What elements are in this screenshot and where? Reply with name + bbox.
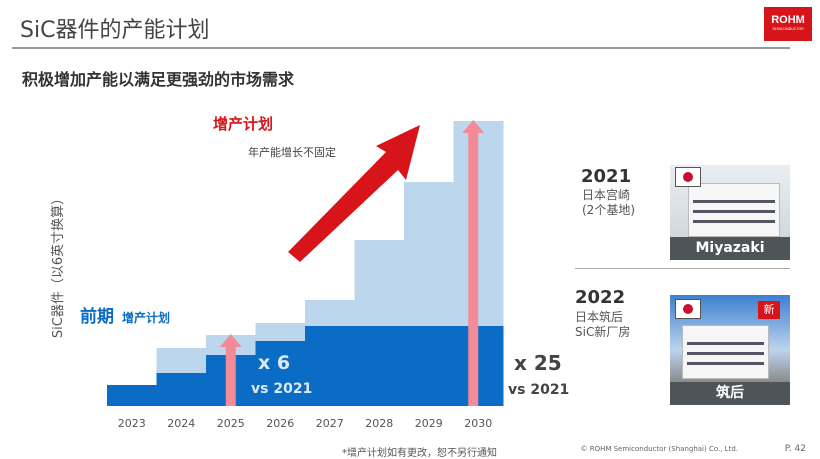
plan-label: 增产计划 <box>213 115 273 133</box>
copyright: © ROHM Semiconductor (Shanghai) Co., Ltd… <box>580 445 738 453</box>
y-axis-label: SiC器件（以6英寸换算） <box>51 192 66 338</box>
x-tick-label: 2024 <box>167 417 195 430</box>
site-location: 日本筑后 SiC新厂房 <box>575 310 631 339</box>
japan-flag-icon <box>675 299 701 319</box>
site-location: 日本宫崎 (2个基地) <box>582 188 635 217</box>
x-tick-label: 2026 <box>266 417 294 430</box>
x-tick-label: 2028 <box>365 417 393 430</box>
x6-label: x 6 <box>258 352 290 374</box>
early-label-big: 前期 <box>80 306 114 327</box>
bar-early-2029 <box>404 326 454 406</box>
subtitle: 积极增加产能以满足更强劲的市场需求 <box>22 70 295 89</box>
x25-label: x 25 <box>514 351 562 375</box>
x25-vs-label: vs 2021 <box>508 382 569 398</box>
divider <box>12 47 790 49</box>
x-tick-label: 2023 <box>118 417 146 430</box>
bar-early-2028 <box>354 326 405 406</box>
pink-arrow-2030 <box>468 132 479 406</box>
divider <box>575 268 790 269</box>
bar-early-2030 <box>453 326 504 406</box>
bar-early-2027 <box>305 326 355 406</box>
site-year: 2021 <box>581 166 632 187</box>
site-year: 2022 <box>575 287 626 308</box>
early-label-small: 增产计划 <box>122 310 170 325</box>
japan-flag-icon <box>675 167 701 187</box>
pink-arrow-2025 <box>225 346 236 406</box>
plan-note: 年产能增长不固定 <box>248 145 336 159</box>
x6-vs-label: vs 2021 <box>251 381 312 397</box>
growth-arrow-icon <box>288 125 420 262</box>
chikugo-photo: 新 筑后 <box>670 295 790 405</box>
page-title: SiC器件的产能计划 <box>20 18 210 43</box>
rohm-logo: ROHM SEMICONDUCTOR <box>764 7 812 41</box>
pink-arrow-2025-head <box>219 334 242 347</box>
x-tick-label: 2025 <box>217 417 245 430</box>
pink-arrow-2030-head <box>462 120 485 133</box>
bar-early-2026 <box>255 341 306 406</box>
x-tick-label: 2029 <box>415 417 443 430</box>
page-number: P. 42 <box>784 444 806 454</box>
new-badge: 新 <box>758 301 780 319</box>
miyazaki-photo: Miyazaki <box>670 165 790 260</box>
x-tick-label: 2027 <box>316 417 344 430</box>
bar-early-2024 <box>156 373 207 406</box>
footnote: *增产计划如有更改，恕不另行通知 <box>342 448 497 459</box>
bar-early-2023 <box>107 385 157 406</box>
x-tick-label: 2030 <box>464 417 492 430</box>
